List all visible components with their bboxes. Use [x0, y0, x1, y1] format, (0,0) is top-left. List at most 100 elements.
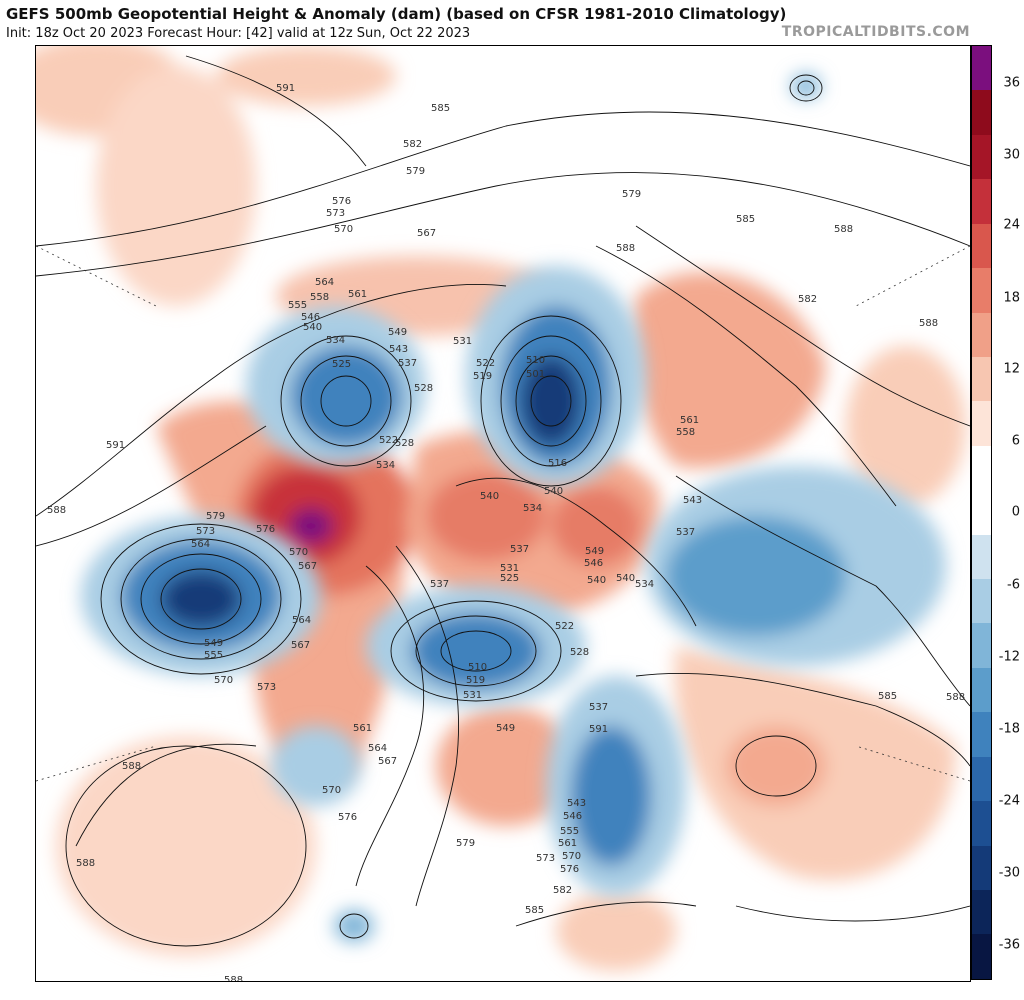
colorbar-label: 12	[1003, 361, 1020, 377]
colorbar-label: -30	[998, 865, 1020, 881]
contour-label: 525	[332, 359, 351, 370]
contour-label: 528	[395, 438, 414, 449]
colorbar-segment	[972, 46, 991, 91]
colorbar-label: -6	[1007, 577, 1020, 593]
contour-label: 573	[196, 526, 215, 537]
contour-label: 576	[256, 524, 275, 535]
contour-label: 540	[480, 491, 499, 502]
contour-label: 564	[368, 743, 387, 754]
colorbar-segment	[972, 401, 991, 446]
contour-label: 570	[334, 224, 353, 235]
contour-label: 510	[526, 355, 545, 366]
colorbar-segment	[972, 712, 991, 757]
contour-label: 537	[510, 544, 529, 555]
contour-label: 531	[463, 690, 482, 701]
negative-anomaly-layer	[81, 74, 946, 942]
contour-label: 546	[584, 558, 603, 569]
contour-label: 543	[567, 798, 586, 809]
contour-label: 522	[476, 358, 495, 369]
contour-label: 570	[214, 675, 233, 686]
contour-label: 567	[378, 756, 397, 767]
contour-label: 579	[406, 166, 425, 177]
contour-labels: 591 585 582 579 576 573 570 567 564 561 …	[47, 83, 965, 981]
colorbar-label: -36	[998, 937, 1020, 953]
contour-label: 564	[315, 277, 334, 288]
contour-label: 546	[301, 312, 320, 323]
contour-label: 549	[496, 723, 515, 734]
contour-label: 531	[453, 336, 472, 347]
colorbar-segment	[972, 445, 991, 491]
colorbar-label: -24	[998, 793, 1020, 809]
contour-label: 528	[414, 383, 433, 394]
colorbar-label: 0	[1011, 504, 1020, 520]
colorbar-segment	[972, 890, 991, 935]
contour-label: 582	[798, 294, 817, 305]
contour-label: 585	[525, 905, 544, 916]
contour-label: 516	[548, 458, 567, 469]
contour-label: 546	[563, 811, 582, 822]
colorbar-segment	[972, 268, 991, 313]
contour-label: 531	[500, 563, 519, 574]
contour-label: 534	[635, 579, 654, 590]
contour-label: 588	[834, 224, 853, 235]
contour-label: 570	[562, 851, 581, 862]
contour-label: 564	[191, 539, 210, 550]
contour-label: 576	[560, 864, 579, 875]
colorbar-label: 24	[1003, 217, 1020, 233]
colorbar-segment	[972, 801, 991, 846]
map-subtitle: Init: 18z Oct 20 2023 Forecast Hour: [42…	[6, 26, 471, 41]
contour-label: 564	[292, 615, 311, 626]
colorbar-segment	[972, 934, 991, 979]
contour-label: 549	[585, 546, 604, 557]
contour-label: 543	[683, 495, 702, 506]
contour-label: 549	[388, 327, 407, 338]
contour-label: 585	[878, 691, 897, 702]
contour-label: 555	[288, 300, 307, 311]
contour-label: 591	[589, 724, 608, 735]
contour-label: 540	[303, 322, 322, 333]
contour-label: 579	[622, 189, 641, 200]
contour-label: 561	[348, 289, 367, 300]
contour-label: 591	[106, 440, 125, 451]
colorbar-label: 6	[1011, 433, 1020, 449]
contour-label: 537	[398, 358, 417, 369]
contour-label: 543	[389, 344, 408, 355]
contour-label: 588	[47, 505, 66, 516]
contour-label: 570	[322, 785, 341, 796]
contour-label: 555	[204, 650, 223, 661]
map-title: GEFS 500mb Geopotential Height & Anomaly…	[6, 5, 787, 23]
contour-label: 519	[466, 675, 485, 686]
colorbar-labels: 36 30 24 18 12 6 0 -6 -12 -18 -24 -30 -3…	[995, 45, 1024, 980]
contour-label: 579	[456, 838, 475, 849]
contour-label: 561	[680, 415, 699, 426]
contour-label: 519	[473, 371, 492, 382]
contour-label: 537	[676, 527, 695, 538]
contour-label: 528	[570, 647, 589, 658]
map-canvas: 591 585 582 579 576 573 570 567 564 561 …	[35, 45, 971, 982]
colorbar-segment	[972, 534, 991, 580]
contour-label: 540	[616, 573, 635, 584]
contour-label: 522	[555, 621, 574, 632]
colorbar-segment	[972, 845, 991, 891]
anomaly-colorbar	[971, 45, 992, 980]
contour-label: 567	[417, 228, 436, 239]
colorbar-segment	[972, 490, 991, 535]
contour-label: 585	[431, 103, 450, 114]
colorbar-segment	[972, 579, 991, 624]
contour-label: 573	[257, 682, 276, 693]
colorbar-segment	[972, 134, 991, 180]
contour-label: 588	[224, 975, 243, 981]
contour-label: 588	[616, 243, 635, 254]
contour-label: 540	[544, 486, 563, 497]
contour-label: 582	[553, 885, 572, 896]
contour-label: 567	[291, 640, 310, 651]
contour-label: 576	[338, 812, 357, 823]
grid-lines	[36, 245, 970, 782]
contour-label: 555	[560, 826, 579, 837]
contour-label: 537	[430, 579, 449, 590]
colorbar-label: 30	[1003, 147, 1020, 163]
contour-label: 582	[403, 139, 422, 150]
contour-label: 534	[376, 460, 395, 471]
colorbar-segment	[972, 223, 991, 269]
contour-label: 567	[298, 561, 317, 572]
